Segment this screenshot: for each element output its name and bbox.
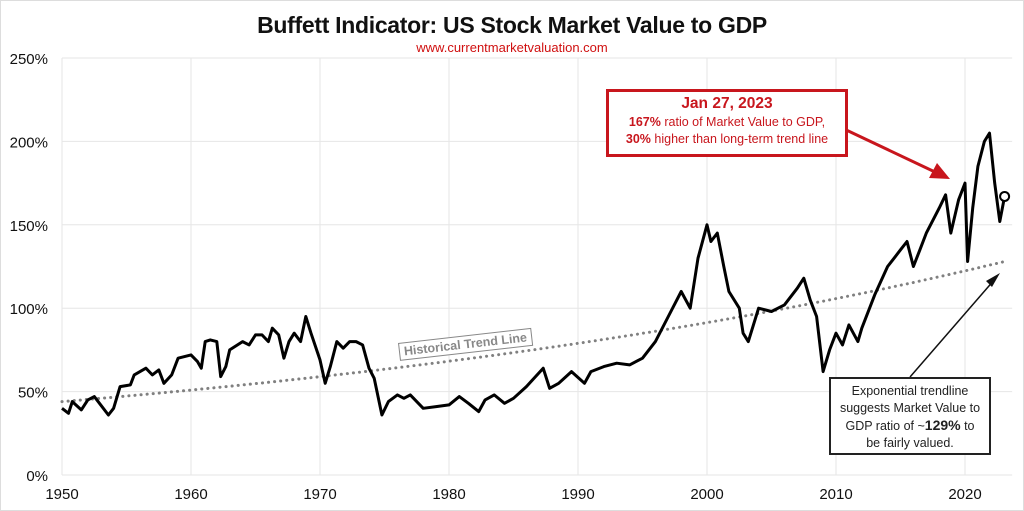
tick-labels: 0% 50% 100% 150% 200% 250% 1950 1960 1970 1980 199… [10, 51, 982, 503]
note-line1: Exponential trendline [851, 384, 969, 398]
callout-date: Jan 27, 2023 [681, 95, 773, 112]
chart-subtitle: www.currentmarketvaluation.com [416, 40, 608, 55]
callout-arrow [841, 126, 936, 174]
grid [61, 57, 1013, 476]
x-tick-label: 2020 [948, 486, 981, 503]
x-tick-label: 2000 [690, 486, 723, 503]
x-tick-label: 2010 [819, 486, 852, 503]
y-tick-label: 250% [10, 51, 48, 68]
y-tick-label: 150% [10, 218, 48, 235]
callout-line2: higher than long-term trend line [650, 132, 829, 146]
chart-title: Buffett Indicator: US Stock Market Value… [257, 12, 767, 38]
callout-line1: ratio of Market Value to GDP, [660, 115, 826, 129]
note-arrowhead [986, 273, 1000, 287]
x-tick-label: 1960 [174, 486, 207, 503]
x-tick-label: 1980 [432, 486, 465, 503]
callout-premium: 30% [625, 132, 651, 146]
y-tick-label: 100% [10, 301, 48, 318]
note-line4: be fairly valued. [866, 436, 954, 450]
note-arrow [909, 278, 996, 378]
y-tick-label: 0% [26, 468, 48, 485]
callout-ratio: 167% [628, 115, 661, 129]
note-line3-pre: GDP ratio of ~ [845, 419, 925, 433]
y-tick-label: 50% [18, 385, 48, 402]
x-tick-label: 1950 [45, 486, 78, 503]
note-line2: suggests Market Value to [839, 401, 981, 415]
x-tick-label: 1970 [303, 486, 336, 503]
note-box: Exponential trendline suggests Market Va… [829, 377, 991, 455]
callout-arrowhead [929, 163, 950, 179]
series-line [61, 131, 1007, 417]
x-tick-label: 1990 [561, 486, 594, 503]
trend-line [60, 260, 1006, 404]
endpoint-marker [999, 190, 1011, 202]
note-fair-value: 129% [924, 417, 961, 433]
callout-box: Jan 27, 2023 167% ratio of Market Value … [606, 89, 848, 157]
y-tick-label: 200% [10, 134, 48, 151]
note-line3-post: to [960, 419, 975, 433]
